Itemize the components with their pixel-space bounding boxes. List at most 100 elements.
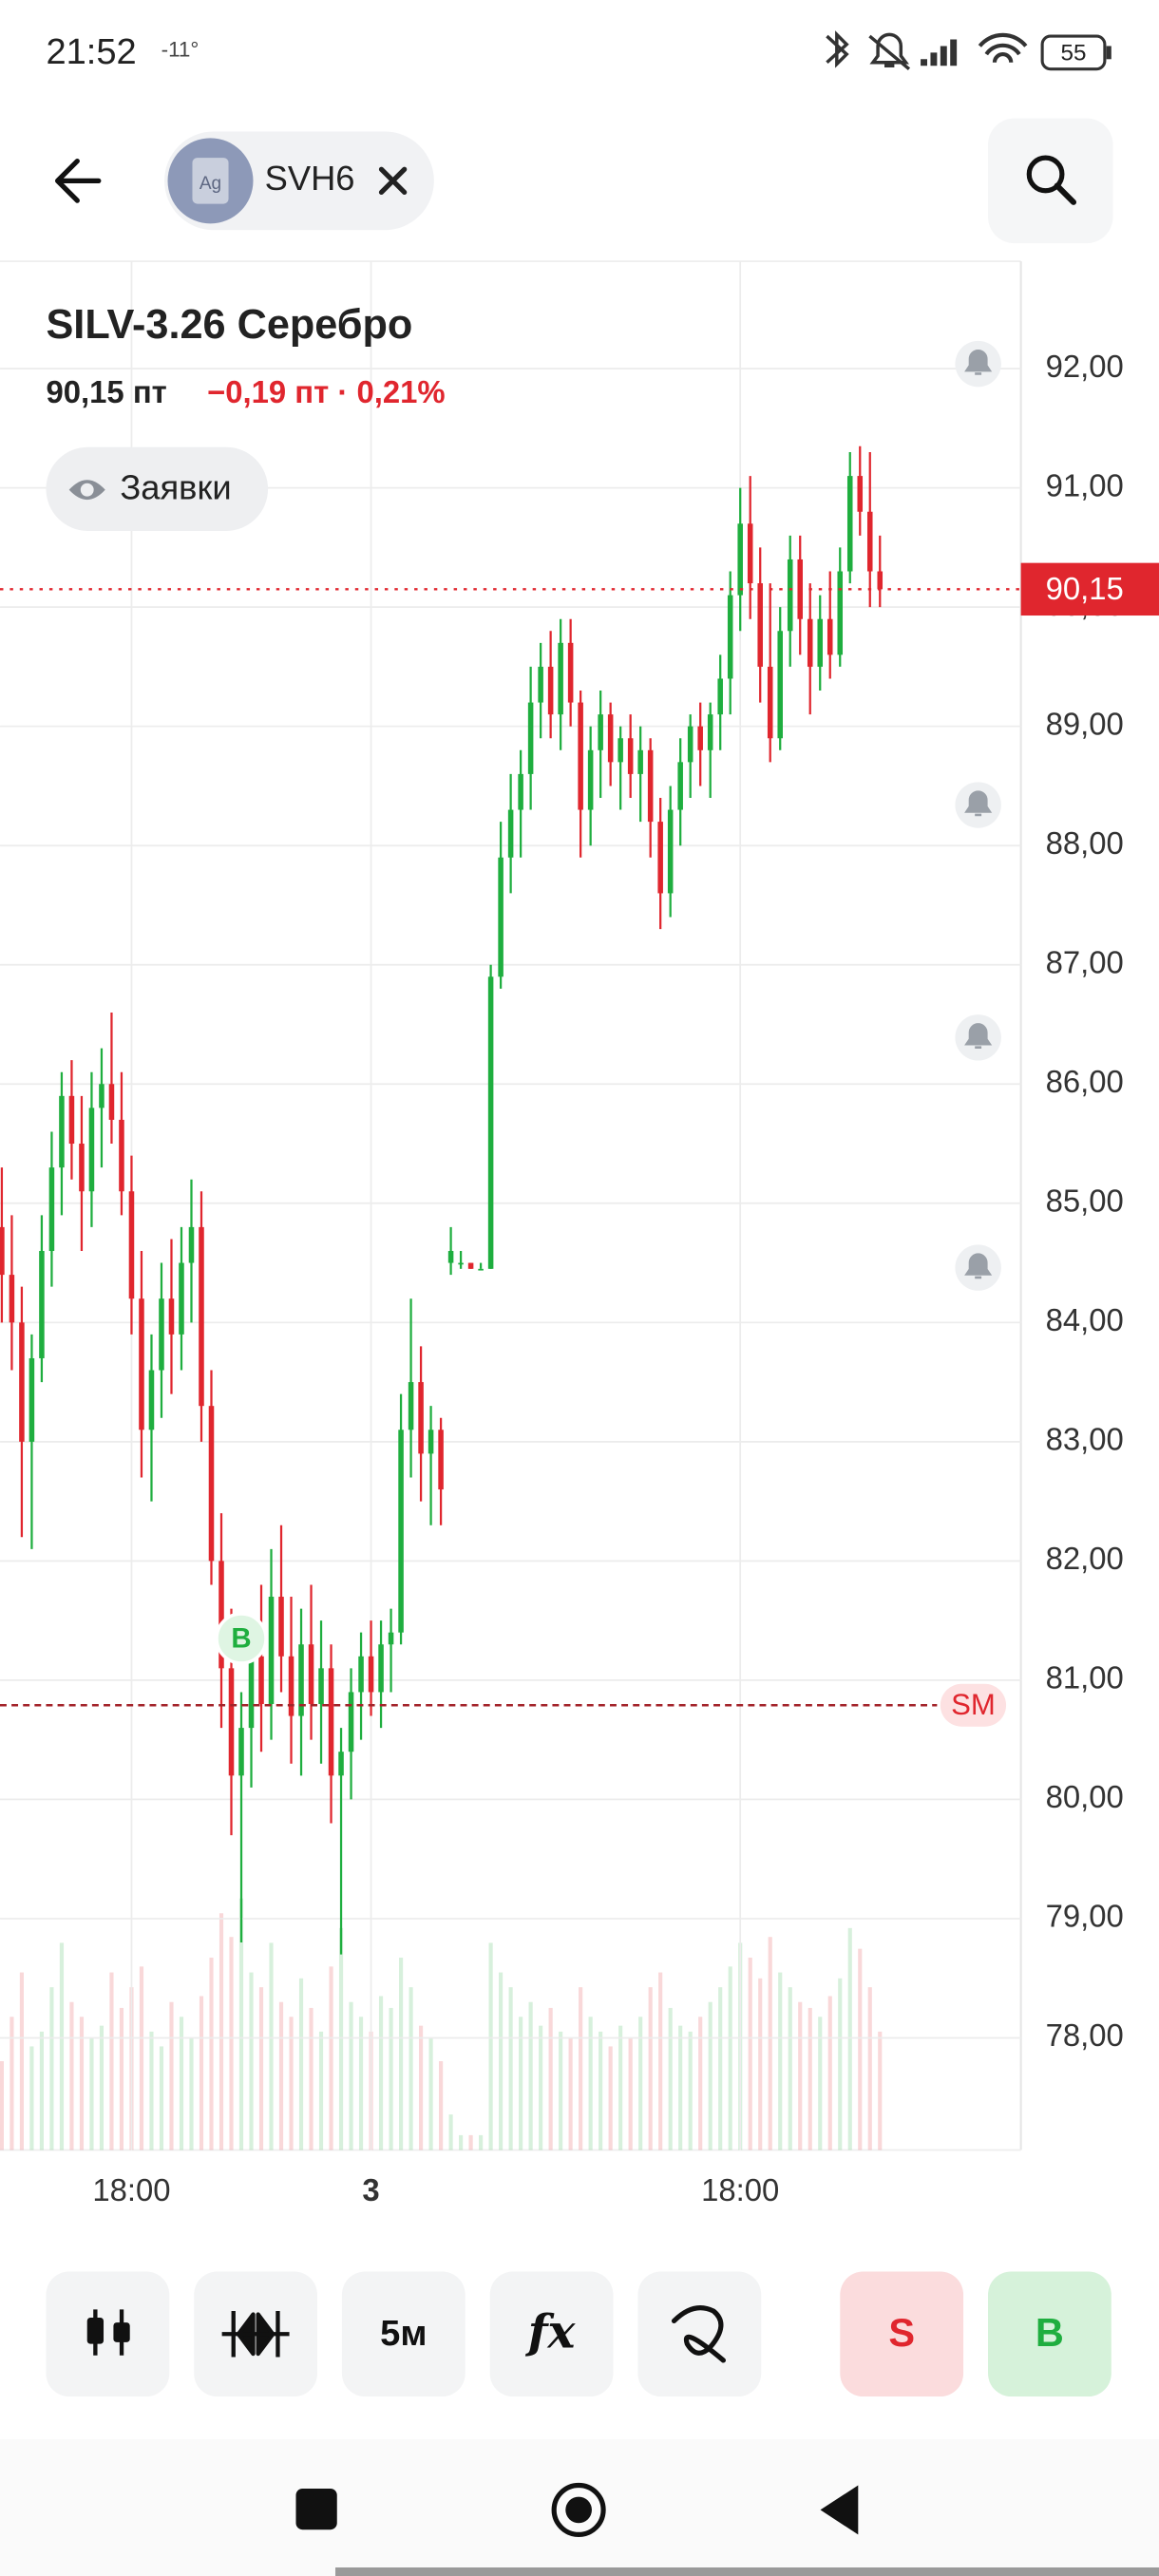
candle-body bbox=[139, 1298, 144, 1430]
battery-level: 55 bbox=[1061, 40, 1087, 66]
y-tick-label: 83,00 bbox=[1046, 1422, 1124, 1457]
volume-bar bbox=[39, 2031, 45, 2150]
trade-marker bbox=[215, 1612, 268, 1665]
candle-body bbox=[518, 773, 523, 810]
volume-bar bbox=[548, 2007, 553, 2150]
volume-bar bbox=[528, 2001, 533, 2150]
candle-body bbox=[338, 1752, 344, 1776]
orders-button[interactable]: Заявки bbox=[46, 446, 269, 531]
volume-bar bbox=[149, 2031, 154, 2150]
volume-bar bbox=[598, 2031, 603, 2150]
bluetooth-icon bbox=[826, 30, 849, 68]
volume-bar bbox=[229, 1937, 234, 2150]
candle-body bbox=[667, 809, 674, 894]
volume-bar bbox=[459, 2134, 464, 2150]
volume-bar bbox=[329, 1966, 333, 2150]
nav-home[interactable] bbox=[551, 2482, 606, 2537]
alert-bell[interactable] bbox=[955, 1244, 1001, 1291]
volume-bar bbox=[628, 2037, 633, 2150]
drawing-icon bbox=[671, 2305, 727, 2363]
nav-back[interactable] bbox=[820, 2485, 859, 2535]
sell-label: S bbox=[888, 2310, 915, 2355]
candle-body bbox=[538, 666, 543, 703]
button-background[interactable] bbox=[637, 2271, 762, 2397]
volume-bar bbox=[728, 1966, 732, 2150]
buy-button[interactable]: B bbox=[988, 2271, 1112, 2397]
button-background[interactable] bbox=[489, 2271, 614, 2397]
volume-bar bbox=[49, 1987, 54, 2150]
volume-bar bbox=[269, 1942, 274, 2150]
search-icon bbox=[1026, 155, 1065, 194]
candle-body bbox=[28, 1357, 35, 1442]
candle-body bbox=[558, 642, 563, 715]
volume-bar bbox=[99, 2025, 104, 2150]
volume-bar bbox=[218, 1913, 224, 2150]
candle-body bbox=[467, 1262, 474, 1269]
buy-background[interactable] bbox=[988, 2271, 1112, 2397]
orders-label: Заявки bbox=[120, 467, 231, 506]
orders-background[interactable] bbox=[46, 446, 269, 531]
candle-body bbox=[747, 523, 753, 584]
candle-body bbox=[677, 762, 683, 810]
sell-background[interactable] bbox=[840, 2271, 964, 2397]
candle-body bbox=[857, 476, 864, 512]
search-background[interactable] bbox=[988, 118, 1113, 244]
eye-pupil bbox=[80, 483, 94, 497]
volume-bar bbox=[808, 2007, 812, 2150]
stop-label: SM bbox=[951, 1688, 996, 1721]
alert-bell bbox=[964, 790, 993, 817]
volume-bar bbox=[858, 1948, 863, 2150]
volume-bar bbox=[867, 1987, 872, 2150]
candle-body bbox=[9, 1275, 15, 1323]
chip-avatar-text: Ag bbox=[200, 174, 221, 194]
chip-close[interactable] bbox=[378, 166, 408, 196]
candle-body bbox=[757, 583, 763, 667]
volume-bar bbox=[698, 2017, 703, 2150]
alert-bell[interactable] bbox=[955, 340, 1001, 388]
interval-button[interactable]: 5м bbox=[341, 2271, 466, 2397]
button-background[interactable] bbox=[46, 2271, 170, 2397]
candle-body bbox=[228, 1668, 235, 1776]
volume-bar bbox=[119, 2007, 124, 2150]
back-arrow[interactable] bbox=[54, 158, 102, 203]
candle-body bbox=[328, 1668, 334, 1776]
search-button[interactable] bbox=[988, 118, 1113, 244]
volume-bar bbox=[468, 2134, 473, 2150]
chart-type-button[interactable] bbox=[46, 2271, 170, 2397]
volume-bar bbox=[109, 1972, 114, 2150]
scale-button[interactable] bbox=[194, 2271, 317, 2397]
ticker-chip[interactable]: Ag SVH6 bbox=[164, 131, 434, 231]
sell-button[interactable]: S bbox=[840, 2271, 964, 2397]
candle-body bbox=[248, 1656, 255, 1729]
candle-body bbox=[618, 738, 623, 763]
volume-bar bbox=[258, 1987, 264, 2150]
candle-body bbox=[378, 1644, 384, 1693]
volume-bar bbox=[588, 2017, 593, 2150]
nav-home-dot[interactable] bbox=[565, 2496, 592, 2524]
candle-body bbox=[418, 1382, 424, 1454]
candle-body bbox=[238, 1728, 244, 1776]
y-tick-label: 82,00 bbox=[1046, 1541, 1124, 1576]
volume-bar bbox=[838, 1978, 843, 2150]
candle-body bbox=[817, 618, 824, 667]
status-bar: 21:52 -11° 55 bbox=[46, 30, 1112, 72]
nav-recents[interactable] bbox=[295, 2488, 337, 2530]
candle-body bbox=[787, 559, 793, 632]
candle-body bbox=[438, 1430, 444, 1490]
candle-body bbox=[318, 1668, 324, 1704]
button-background[interactable] bbox=[341, 2271, 466, 2397]
instrument-price: 90,15 пт bbox=[46, 374, 166, 409]
back-button[interactable] bbox=[54, 158, 102, 203]
indicators-button[interactable]: fx bbox=[489, 2271, 614, 2397]
volume-bar bbox=[439, 2061, 444, 2150]
last-price-label: 90,15 bbox=[1046, 571, 1124, 606]
candle-body bbox=[687, 726, 694, 763]
drawing-button[interactable] bbox=[637, 2271, 762, 2397]
alert-bell[interactable] bbox=[955, 782, 1001, 828]
instrument-change: −0,19 пт · 0,21% bbox=[207, 374, 446, 409]
alert-bell[interactable] bbox=[955, 1014, 1001, 1061]
volume-bar bbox=[159, 2046, 164, 2150]
candle-body bbox=[298, 1644, 304, 1716]
